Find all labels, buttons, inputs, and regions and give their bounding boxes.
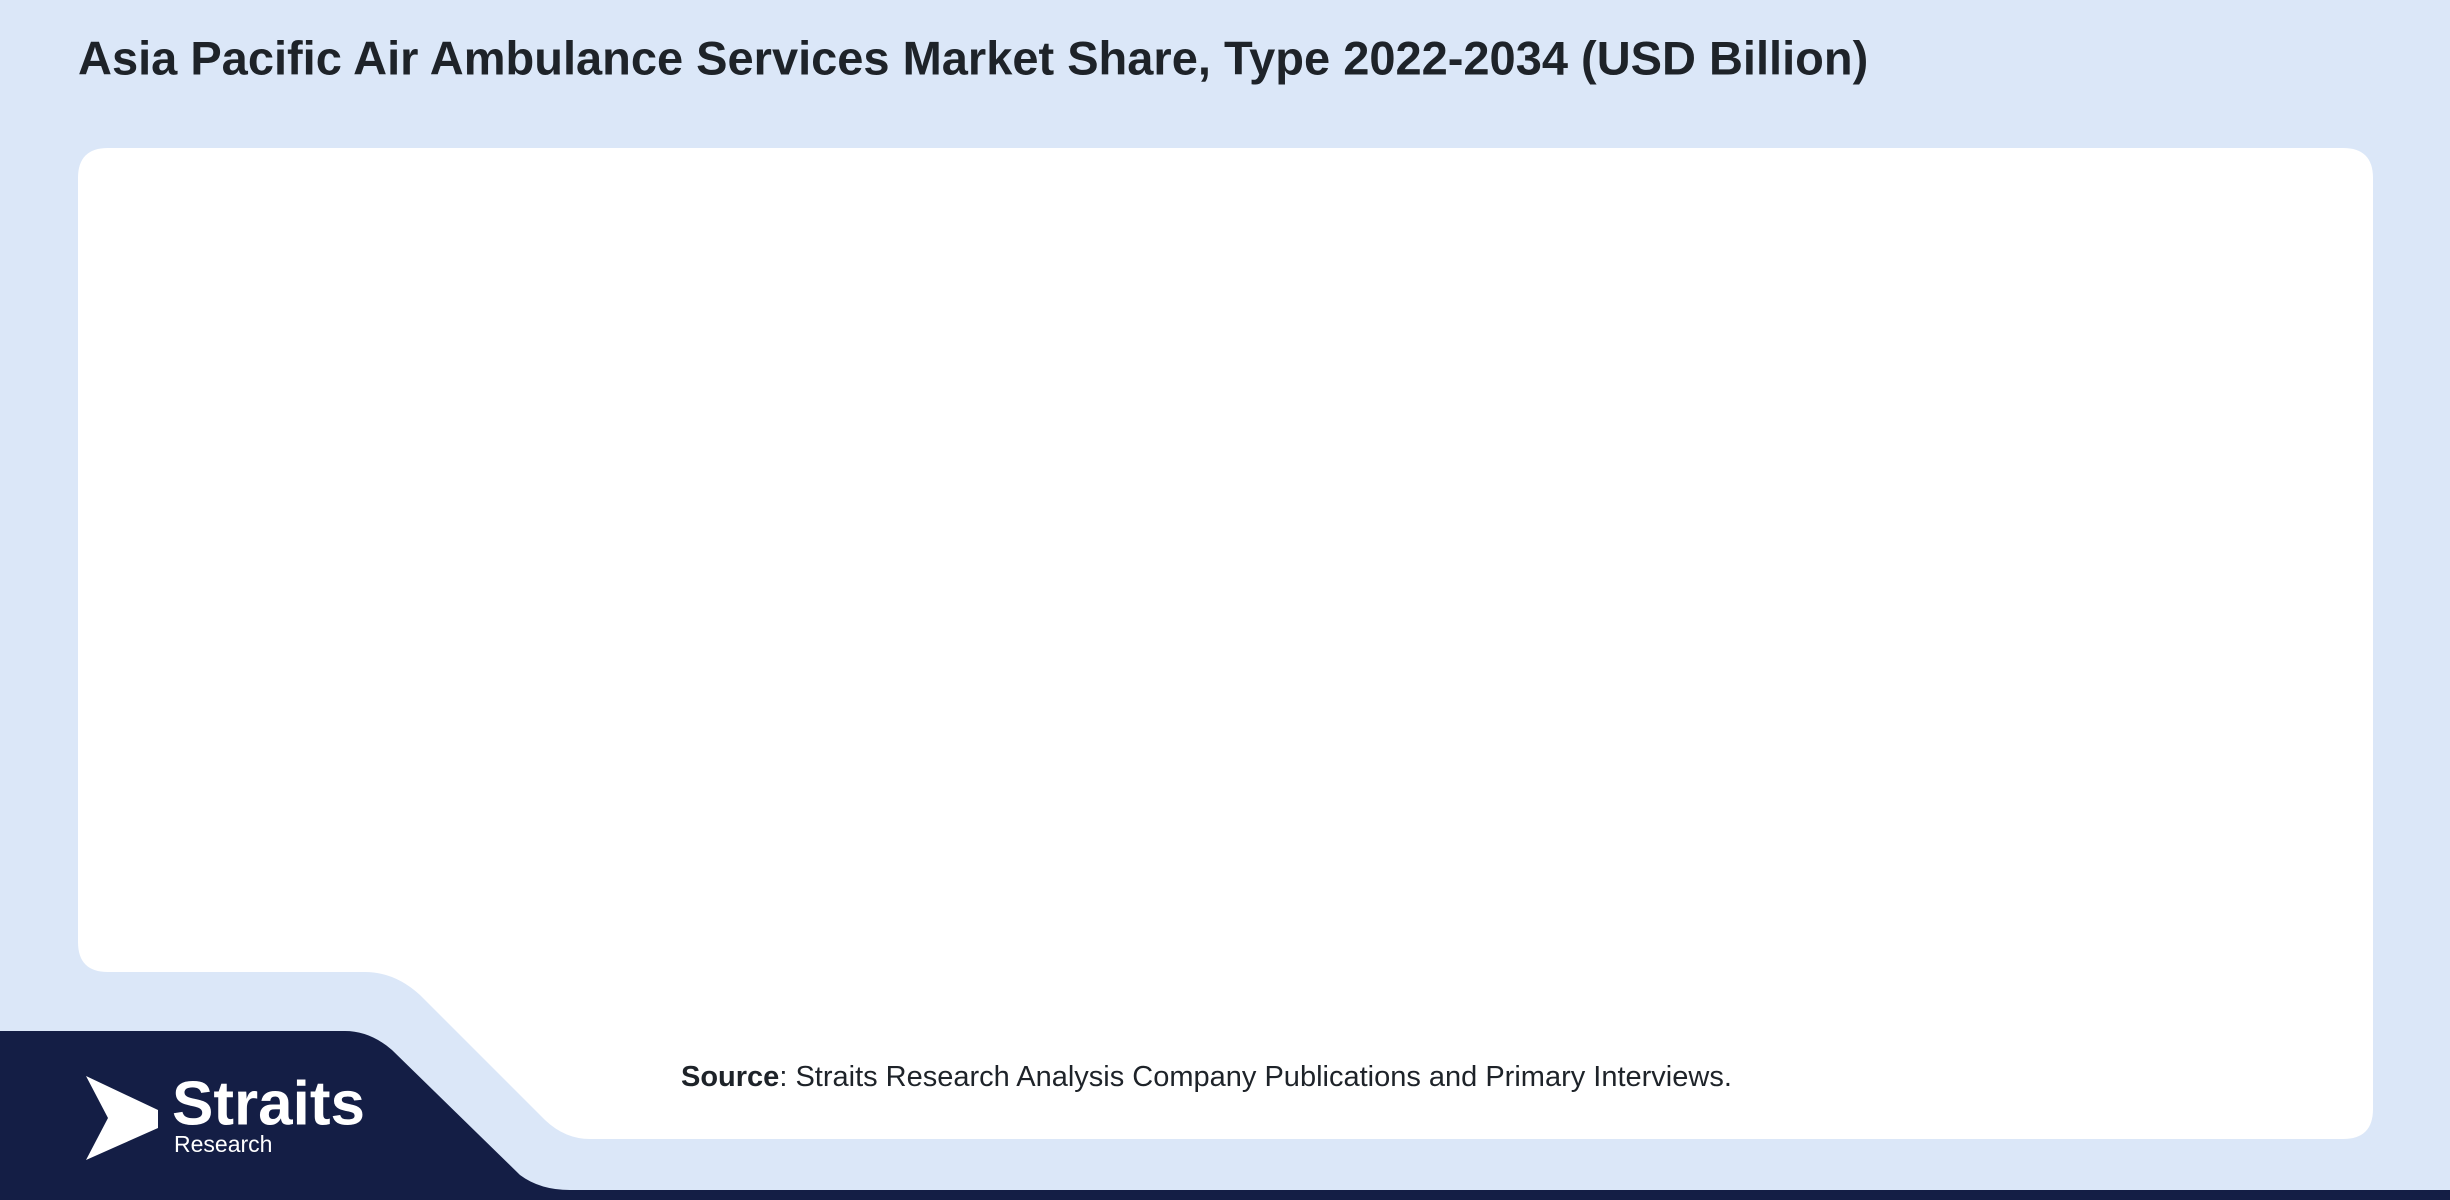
chart-panel [78,148,2373,1139]
source-note: Source: Straits Research Analysis Compan… [681,1061,1732,1093]
page-title: Asia Pacific Air Ambulance Services Mark… [78,31,1868,84]
source-label: Source [681,1061,779,1093]
source-text: : Straits Research Analysis Company Publ… [779,1061,1732,1093]
logo-subtitle: Research [174,1131,272,1157]
logo: Straits Research [86,1069,365,1160]
logo-icon [86,1076,158,1160]
footer-band [0,1031,2450,1200]
logo-name: Straits [172,1069,365,1138]
